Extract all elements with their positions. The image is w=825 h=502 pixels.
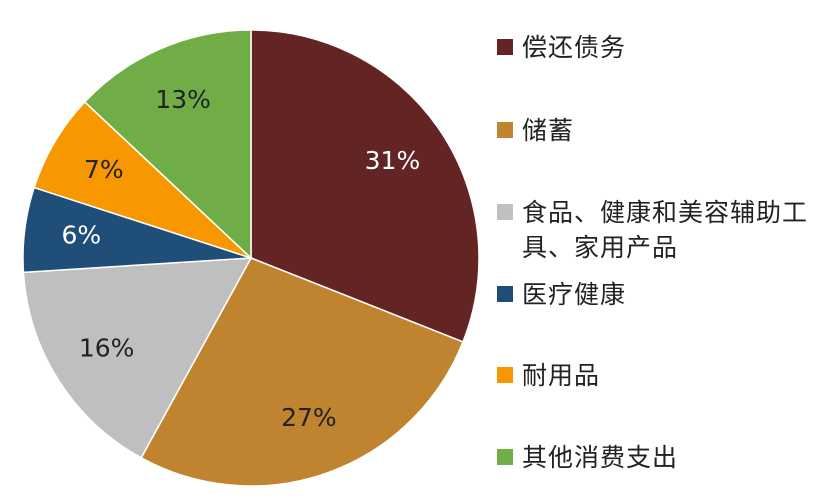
slice-label: 31% xyxy=(365,146,421,175)
pie-slice xyxy=(140,257,464,487)
legend-swatch xyxy=(497,449,513,465)
legend-item: 耐用品 xyxy=(497,358,817,393)
legend-label: 医疗健康 xyxy=(522,280,627,309)
pie-slice xyxy=(250,29,480,343)
legend-swatch xyxy=(497,204,513,220)
legend-label: 其他消费支出 xyxy=(522,443,679,472)
legend-swatch xyxy=(497,39,513,55)
legend-label: 耐用品 xyxy=(522,361,601,390)
slice-label: 16% xyxy=(79,334,135,363)
legend-item: 其他消费支出 xyxy=(497,440,817,475)
legend-swatch xyxy=(497,286,513,302)
pie-chart: 31% 27% 16% 6% 7% 13% xyxy=(22,29,480,487)
slice-label: 7% xyxy=(84,155,124,184)
legend-swatch xyxy=(497,122,513,138)
pie-slice xyxy=(83,29,252,260)
legend-label: 储蓄 xyxy=(522,116,575,145)
slice-label: 6% xyxy=(62,221,102,250)
legend-item: 偿还债务 xyxy=(497,30,817,65)
legend-label: 偿还债务 xyxy=(522,33,627,62)
legend-item: 医疗健康 xyxy=(497,277,817,312)
legend-item: 储蓄 xyxy=(497,113,817,148)
legend-swatch xyxy=(497,367,513,383)
slice-label: 27% xyxy=(281,403,337,432)
slice-label: 13% xyxy=(155,85,211,114)
pie-slice xyxy=(22,257,253,459)
legend-label: 食品、健康和美容辅助工具、家用产品 xyxy=(522,198,809,262)
legend-item: 食品、健康和美容辅助工具、家用产品 xyxy=(497,195,817,265)
